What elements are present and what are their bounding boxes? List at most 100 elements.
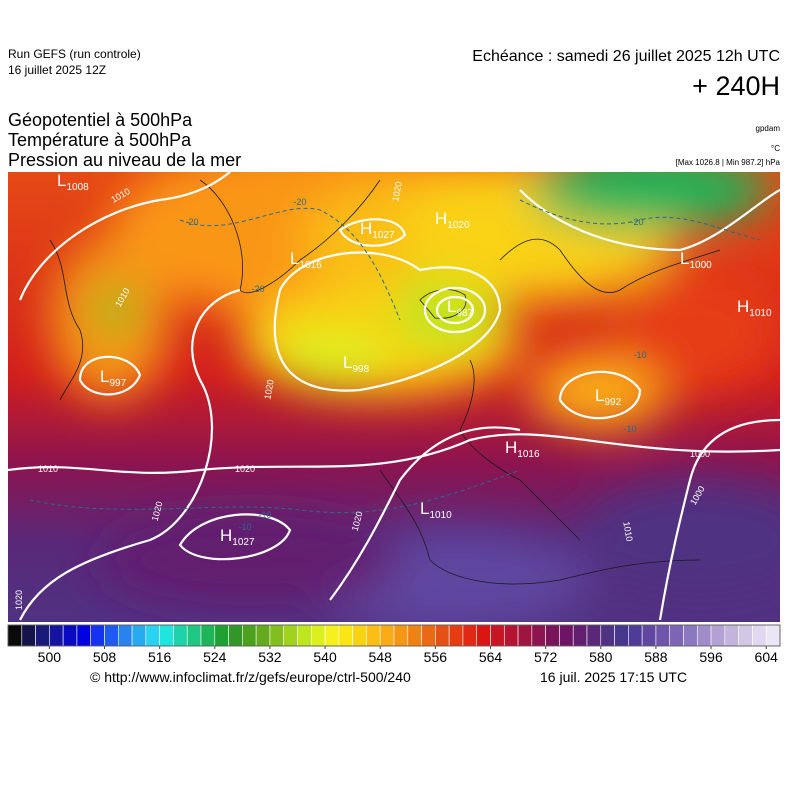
center-letter: H [220,526,232,545]
unit: gpdam [756,124,781,133]
pressure-center: H1027 [360,219,395,241]
run-label: Run GEFS (run controle) [8,47,141,61]
color-step [186,624,202,647]
center-letter: L [680,249,689,268]
color-step [503,624,519,647]
color-step [104,624,119,647]
color-step [145,624,160,647]
isotherm-label: -20 [293,197,306,207]
center-letter: L [420,499,429,518]
pressure-center: L997 [100,367,127,389]
isobar-label: 1000 [690,449,710,459]
lead-time: + 240H [692,71,780,101]
center-letter: L [57,171,66,190]
unit: °C [771,144,780,153]
color-step [283,624,298,647]
isobar-label: 1020 [235,464,255,474]
pressure-center: L987 [447,297,474,319]
colorbar-tick-label: 572 [534,649,558,665]
colorbar-tick-label: 604 [755,649,779,665]
color-step [448,624,464,647]
color-step [131,624,147,647]
center-letter: H [435,209,447,228]
field-name: Pression au niveau de la mer [8,150,241,170]
center-value: 1008 [66,182,89,193]
color-step [228,624,243,647]
color-step [462,624,478,647]
color-step [738,624,753,647]
center-value: 997 [109,378,126,389]
color-step [641,624,657,647]
color-step [269,624,285,647]
color-step [366,624,381,647]
isobar-label: 1020 [14,590,24,610]
center-letter: L [595,386,604,405]
isotherm-label: -10 [258,510,271,520]
center-value: 1027 [232,537,255,548]
pressure-center: H1010 [737,297,772,319]
color-step [200,624,216,647]
isotherm-label: -20 [251,284,264,294]
color-step [255,624,271,647]
color-step [242,624,257,647]
center-letter: L [290,249,299,268]
color-step [559,624,574,647]
color-step [724,624,739,647]
isobar-label: 1010 [621,521,634,542]
color-step [435,624,450,647]
center-value: 1010 [749,308,772,319]
color-step [545,624,560,647]
center-letter: H [360,219,372,238]
colorbar-tick-label: 516 [148,649,172,665]
color-step [214,624,229,647]
pressure-center: L1010 [420,499,452,521]
isotherm-label: -10 [633,350,646,360]
center-letter: H [737,297,749,316]
color-step [655,624,671,647]
colorbar-tick-label: 532 [258,649,282,665]
color-step [614,624,629,647]
color-step [7,624,23,647]
pressure-center: H1020 [435,209,470,231]
isobars [8,172,780,621]
isobar-label: 1020 [390,181,403,202]
color-step [324,624,340,647]
pressure-center: H1027 [220,526,255,548]
center-value: 1016 [299,260,322,271]
center-value: 998 [352,364,369,375]
colorbar-tick-label: 596 [699,649,723,665]
colorbar-tick-label: 548 [369,649,393,665]
color-step [765,624,781,647]
color-step [90,624,105,647]
color-step [476,624,491,647]
pressure-center: L1016 [290,249,322,271]
colorbar-tick-label: 564 [479,649,503,665]
pressure-center: L1000 [680,249,712,271]
color-step [628,624,643,647]
center-value: 1020 [447,220,470,231]
color-step [696,624,712,647]
center-value: 1016 [517,449,540,460]
colorbar-tick-label: 588 [644,649,668,665]
center-value: 1027 [372,230,395,241]
isotherm-label: -10 [623,424,636,434]
color-step [407,624,422,647]
color-step [393,624,409,647]
map: L1008H1027H1020L1016L987L998L997L1000H10… [8,171,780,622]
color-step [297,624,312,647]
color-step [600,624,615,647]
pressure-center: L998 [343,353,370,375]
color-step [21,624,36,647]
color-step [517,624,533,647]
center-value: 1000 [689,260,712,271]
color-step [173,624,188,647]
isotherms [29,199,761,514]
center-value: 992 [604,397,621,408]
color-step [338,624,353,647]
center-value: 987 [456,308,473,319]
generated-time: 16 juil. 2025 17:15 UTC [540,669,687,685]
valid-time: Echéance : samedi 26 juillet 2025 12h UT… [472,48,780,65]
color-step [62,624,78,647]
color-step [669,624,684,647]
